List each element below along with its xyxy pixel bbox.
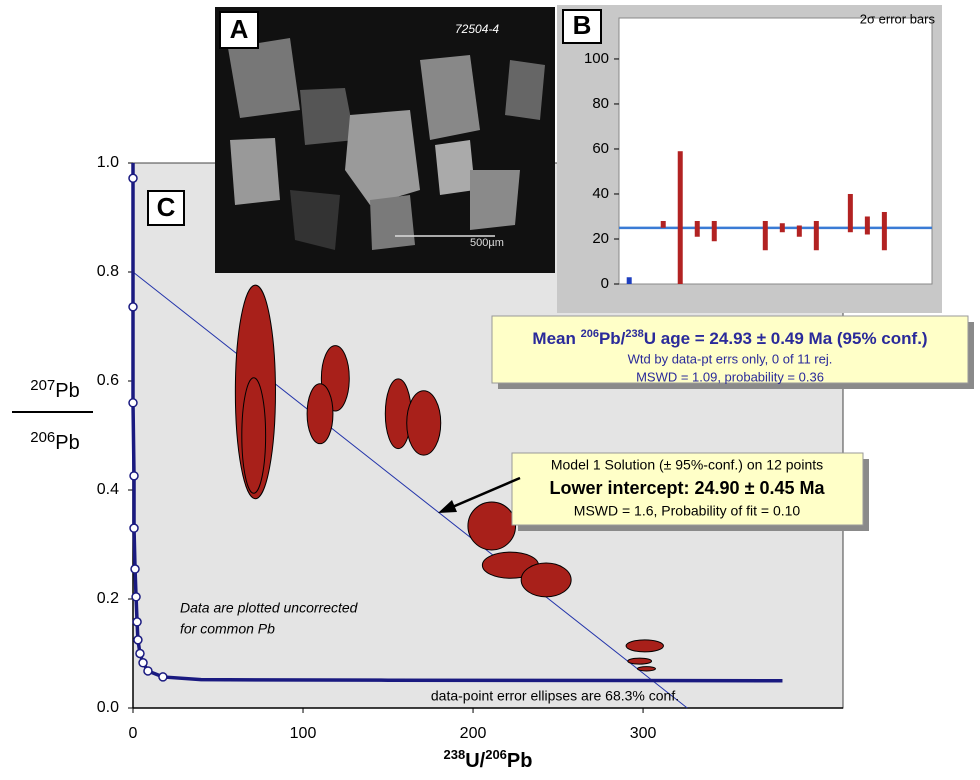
concordia-marker	[129, 303, 137, 311]
y-tick-label: 0.2	[97, 590, 119, 607]
y-tick-label: 80	[592, 95, 609, 112]
panel-label: A	[230, 14, 249, 44]
concordia-marker	[129, 399, 137, 407]
figure: 0.00.20.40.60.81.00100200300CData are pl…	[0, 0, 980, 780]
grain	[230, 138, 280, 205]
superscript: 238	[625, 328, 643, 340]
concordia-marker	[139, 659, 147, 667]
superscript: 207	[30, 377, 55, 394]
x-axis-label: 238U/206Pb	[444, 747, 533, 772]
error-bar	[695, 221, 700, 237]
error-bar	[882, 212, 887, 250]
grain	[370, 195, 415, 250]
y-tick-label: 0.6	[97, 372, 119, 389]
result-line: Wtd by data-pt errs only, 0 of 11 rej.	[628, 351, 833, 366]
concordia-marker	[134, 636, 142, 644]
concordia-marker	[130, 472, 138, 480]
text-part: Pb/	[599, 329, 626, 348]
error-ellipse	[407, 391, 441, 455]
y-tick-label: 0.8	[97, 263, 119, 280]
concordia-marker	[130, 524, 138, 532]
error-bar	[814, 221, 819, 250]
error-bar	[661, 221, 666, 228]
x-tick-label: 200	[460, 725, 487, 742]
grain	[505, 60, 545, 120]
error-ellipse	[637, 667, 655, 671]
y-axis-label-denominator: 206Pb	[30, 429, 80, 454]
error-ellipse	[628, 658, 652, 664]
error-bar	[797, 225, 802, 236]
error-bar	[678, 151, 683, 284]
panel-b-title: 2σ error bars	[860, 11, 936, 26]
superscript: 206	[581, 328, 599, 340]
panel-a: 500µm 72504-4 A	[215, 7, 555, 273]
text-part: U/	[465, 750, 485, 772]
sample-id: 72504-4	[455, 22, 499, 36]
superscript: 206	[485, 747, 507, 762]
x-tick-label: 100	[290, 725, 317, 742]
grain	[470, 170, 520, 230]
x-tick-label: 300	[630, 725, 657, 742]
result-line: MSWD = 1.6, Probability of fit = 0.10	[574, 503, 801, 519]
concordia-marker	[136, 650, 144, 658]
text-part: Pb	[55, 380, 79, 402]
concordia-marker	[144, 667, 152, 675]
error-bar	[627, 277, 632, 284]
text-part: Pb	[507, 750, 533, 772]
error-bar	[780, 223, 785, 232]
superscript: 238	[444, 747, 466, 762]
text-part: Mean	[532, 329, 580, 348]
panel-label: C	[157, 192, 176, 222]
grain	[435, 140, 475, 195]
error-ellipse	[626, 640, 663, 652]
result-line: MSWD = 1.09, probability = 0.36	[636, 369, 824, 384]
superscript: 206	[30, 429, 55, 446]
concordia-marker	[132, 593, 140, 601]
concordia-marker	[131, 565, 139, 573]
error-ellipse	[307, 384, 333, 444]
y-tick-label: 20	[592, 230, 609, 247]
error-ellipse	[468, 502, 516, 550]
y-tick-label: 0.0	[97, 699, 119, 716]
concordia-marker	[133, 618, 141, 626]
text-part: U age = 24.93 ± 0.49 Ma (95% conf.)	[644, 329, 928, 348]
error-bar	[865, 216, 870, 234]
error-bar	[712, 221, 717, 241]
x-tick-label: 0	[129, 725, 138, 742]
error-ellipse	[521, 563, 571, 597]
concordia-marker	[159, 673, 167, 681]
annotation: Data are plotted uncorrected	[180, 600, 359, 616]
text-part: Pb	[55, 432, 79, 454]
concordia-marker	[129, 174, 137, 182]
error-bar	[763, 221, 768, 250]
error-bar	[848, 194, 853, 232]
y-tick-label: 1.0	[97, 154, 119, 171]
annotation: for common Pb	[180, 621, 275, 637]
y-tick-label: 0.4	[97, 481, 119, 498]
result-line: Model 1 Solution (± 95%-conf.) on 12 poi…	[551, 457, 823, 473]
y-tick-label: 40	[592, 185, 609, 202]
scale-label: 500µm	[470, 237, 504, 249]
error-ellipse	[242, 378, 266, 494]
grain	[228, 38, 300, 118]
result-line: Lower intercept: 24.90 ± 0.45 Ma	[550, 478, 826, 498]
y-tick-label: 100	[584, 50, 609, 67]
grain	[420, 55, 480, 140]
y-tick-label: 60	[592, 140, 609, 157]
annotation: data-point error ellipses are 68.3% conf…	[431, 688, 679, 704]
y-axis-label-numerator: 207Pb	[30, 377, 80, 402]
panel-label: B	[573, 10, 592, 40]
y-tick-label: 0	[601, 275, 609, 292]
panel-b: 0 20 40 60 80 100 2σ error bars B	[557, 5, 942, 313]
